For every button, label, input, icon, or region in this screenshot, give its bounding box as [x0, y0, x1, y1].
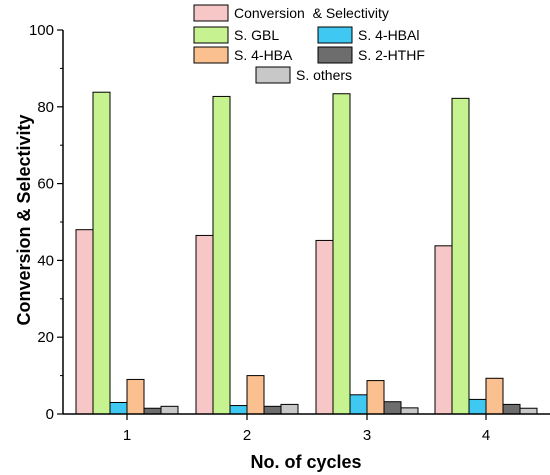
bar-4-cycle-1	[126, 378, 145, 415]
bar-6-cycle-1	[160, 405, 179, 415]
bar-3-cycle-3	[349, 394, 368, 415]
legend-label-5: S. 2-HTHF	[358, 47, 425, 63]
bar-1-cycle-2	[195, 234, 214, 415]
bar-5-cycle-1	[143, 407, 162, 415]
bar-4-cycle-4	[485, 377, 504, 415]
bar-4-cycle-3	[366, 380, 385, 415]
bars-group	[75, 91, 538, 415]
bar-6-cycle-3	[400, 407, 419, 415]
bar-5-cycle-4	[502, 403, 521, 415]
bar-1-cycle-3	[315, 239, 334, 415]
legend-swatch-1	[193, 4, 229, 22]
legend-swatch-6	[255, 66, 291, 84]
y-axis-title: Conversion & Selectivity	[14, 114, 34, 325]
axes-group: 0 20 40 60 80 100 1 2 3 4	[29, 22, 550, 444]
x-tick-label-4: 4	[482, 427, 490, 444]
legend-label-3: S. 4-HBAl	[358, 27, 419, 43]
legend-swatch-5	[317, 46, 353, 64]
bar-2-cycle-4	[451, 97, 470, 415]
bar-1-cycle-4	[434, 245, 453, 415]
bar-2-cycle-1	[92, 91, 111, 415]
x-tick-label-2: 2	[243, 427, 251, 444]
x-tick-label-1: 1	[123, 427, 131, 444]
legend-label-2: S. GBL	[234, 27, 279, 43]
bar-5-cycle-3	[383, 401, 402, 415]
bar-2-cycle-3	[332, 93, 351, 415]
y-tick-label-0: 0	[46, 406, 54, 423]
legend-swatch-3	[317, 26, 353, 44]
bar-6-cycle-4	[519, 407, 538, 415]
bar-3-cycle-4	[468, 398, 487, 415]
legend-swatch-2	[193, 26, 229, 44]
y-tick-label-60: 60	[37, 176, 54, 193]
bar-6-cycle-2	[280, 403, 299, 415]
y-tick-label-100: 100	[29, 22, 54, 39]
legend-label-6: S. others	[296, 67, 352, 83]
legend-label-1: Conversion & Selectivity	[234, 5, 389, 21]
legend-swatch-4	[193, 46, 229, 64]
legend: Conversion & Selectivity S. GBL S. 4-HBAl S…	[193, 4, 425, 84]
y-tick-label-40: 40	[37, 252, 54, 269]
x-tick-label-3: 3	[363, 427, 371, 444]
bar-4-cycle-2	[246, 375, 265, 415]
y-tick-label-80: 80	[37, 99, 54, 116]
x-axis-title: No. of cycles	[250, 452, 361, 472]
legend-label-4: S. 4-HBA	[234, 47, 293, 63]
bar-3-cycle-2	[229, 405, 248, 415]
bar-5-cycle-2	[263, 405, 282, 415]
bar-3-cycle-1	[109, 401, 128, 415]
y-tick-label-20: 20	[37, 329, 54, 346]
bar-1-cycle-1	[75, 229, 94, 415]
bar-2-cycle-2	[212, 95, 231, 415]
